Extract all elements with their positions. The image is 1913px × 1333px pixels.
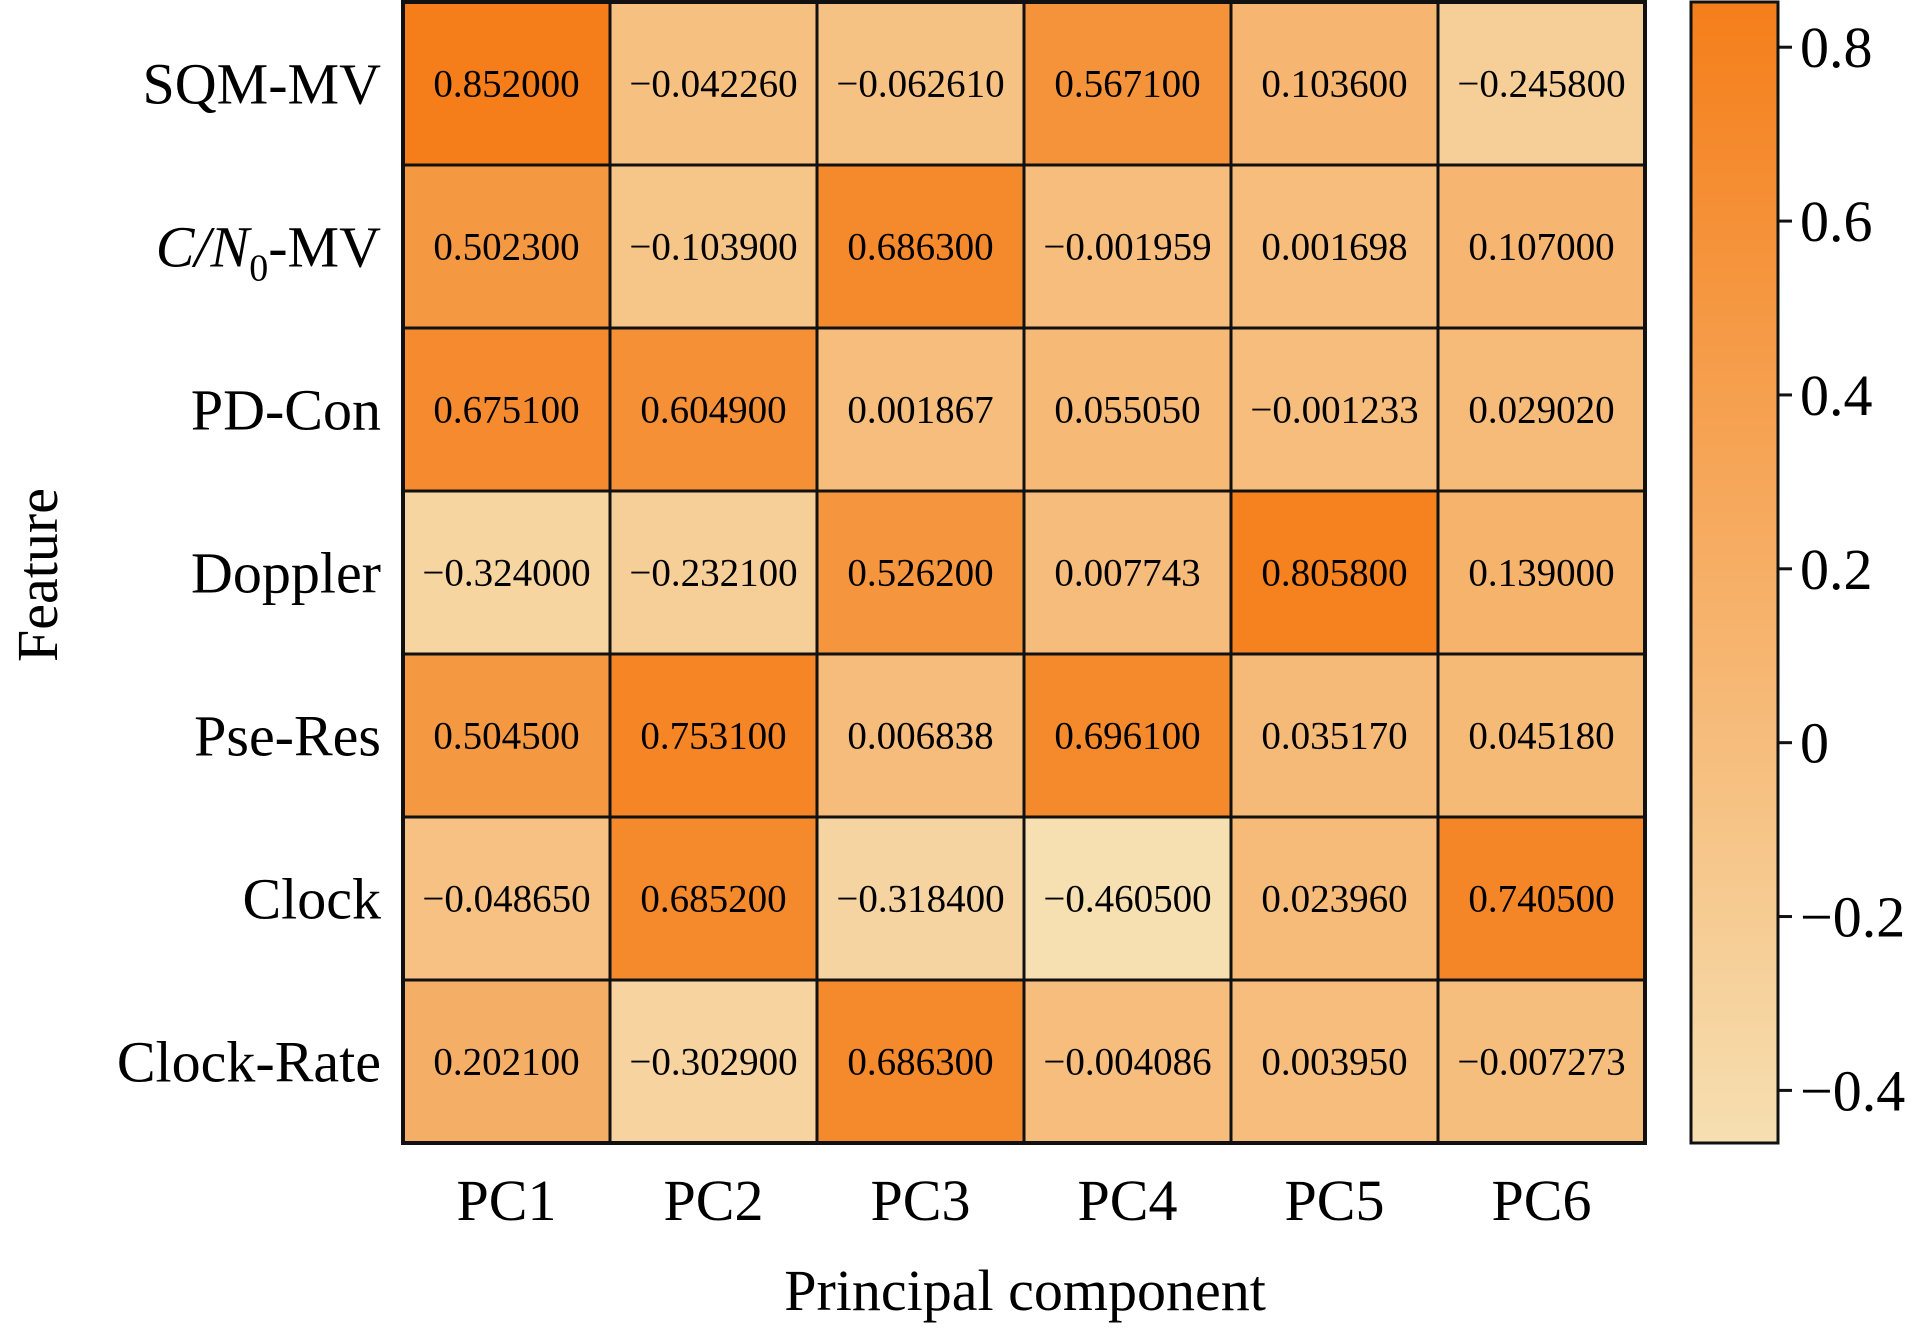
heatmap-cell	[1229, 326, 1440, 493]
heatmap-cells: 0.852000 −0.042260 −0.062610 0.567100 0.1036…	[401, 0, 1647, 1145]
colorbar-tick-label: 0.8	[1800, 15, 1873, 80]
row-label: PD-Con	[191, 378, 381, 443]
heatmap-cell	[1436, 978, 1647, 1145]
heatmap-cell	[815, 978, 1026, 1145]
heatmap-cell	[401, 815, 612, 982]
row-label: Doppler	[191, 541, 381, 606]
heatmap-cell	[608, 163, 819, 330]
column-label: PC4	[1078, 1168, 1178, 1233]
cell-value-label: 0.686300	[847, 1041, 993, 1084]
colorbar-tick-label: −0.2	[1800, 885, 1905, 950]
colorbar-tick-label: 0.6	[1800, 189, 1873, 254]
heatmap-cell	[1022, 326, 1233, 493]
cell-value-label: −0.048650	[422, 878, 590, 921]
cell-value-label: 0.035170	[1261, 715, 1407, 758]
row-label: Pse-Res	[194, 704, 381, 769]
heatmap-cell	[815, 652, 1026, 819]
cell-value-label: 0.526200	[847, 552, 993, 595]
cell-value-label: 0.001867	[847, 389, 993, 432]
cell-value-label: 0.696100	[1054, 715, 1200, 758]
heatmap-cell	[608, 0, 819, 167]
cell-value-label: −0.324000	[422, 552, 590, 595]
colorbar-tick-label: 0.4	[1800, 363, 1873, 428]
heatmap-cell	[1436, 0, 1647, 167]
cell-value-label: −0.001233	[1250, 389, 1418, 432]
cell-value-label: −0.042260	[629, 63, 797, 106]
cell-value-label: 0.103600	[1261, 63, 1407, 106]
heatmap-cell	[401, 0, 612, 167]
cell-value-label: 0.852000	[433, 63, 579, 106]
heatmap-cell	[1436, 815, 1647, 982]
cell-value-label: 0.003950	[1261, 1041, 1407, 1084]
cell-value-label: −0.004086	[1043, 1041, 1211, 1084]
cell-value-label: 0.805800	[1261, 552, 1407, 595]
colorbar-gradient	[1689, 0, 1780, 1145]
cell-value-label: −0.302900	[629, 1041, 797, 1084]
column-label: PC5	[1285, 1168, 1385, 1233]
cell-value-label: 0.740500	[1468, 878, 1614, 921]
heatmap-cell	[401, 489, 612, 656]
colorbar-tick-label: −0.4	[1800, 1058, 1905, 1123]
cell-value-label: 0.604900	[640, 389, 786, 432]
cell-value-label: 0.686300	[847, 226, 993, 269]
cell-value-label: 0.107000	[1468, 226, 1614, 269]
column-labels: PC1 PC2 PC3 PC4 PC5 PC6	[457, 1168, 1592, 1233]
row-label: C/N0-MV	[156, 215, 381, 290]
cell-value-label: −0.001959	[1043, 226, 1211, 269]
cell-value-label: −0.062610	[836, 63, 1004, 106]
row-label: SQM-MV	[143, 52, 382, 117]
cell-value-label: 0.055050	[1054, 389, 1200, 432]
row-label: Clock-Rate	[117, 1030, 381, 1095]
y-axis-title: Feature	[5, 488, 70, 662]
cell-value-label: 0.029020	[1468, 389, 1614, 432]
cell-value-label: −0.245800	[1457, 63, 1625, 106]
heatmap-border	[401, 0, 1647, 1145]
heatmap-cell	[1022, 652, 1233, 819]
heatmap-cell	[608, 489, 819, 656]
heatmap-cell	[1022, 489, 1233, 656]
cell-value-label: 0.001698	[1261, 226, 1407, 269]
cell-value-label: 0.139000	[1468, 552, 1614, 595]
cell-value-label: −0.460500	[1043, 878, 1211, 921]
cell-value-label: 0.006838	[847, 715, 993, 758]
heatmap-cell	[1229, 652, 1440, 819]
cell-value-label: −0.103900	[629, 226, 797, 269]
cell-value-label: 0.567100	[1054, 63, 1200, 106]
heatmap-cell	[401, 978, 612, 1145]
cell-value-label: 0.753100	[640, 715, 786, 758]
heatmap-cell	[815, 489, 1026, 656]
cell-value-label: −0.232100	[629, 552, 797, 595]
heatmap-cell	[608, 326, 819, 493]
cell-value-label: 0.675100	[433, 389, 579, 432]
cell-value-label: 0.202100	[433, 1041, 579, 1084]
column-label: PC2	[664, 1168, 764, 1233]
heatmap-cell	[1436, 326, 1647, 493]
x-axis-title: Principal component	[784, 1258, 1266, 1323]
column-label: PC3	[871, 1168, 971, 1233]
cell-value-label: −0.007273	[1457, 1041, 1625, 1084]
row-labels: SQM-MV C/N0-MV PD-Con Doppler Pse-Res Clock Cl…	[117, 52, 381, 1095]
heatmap-cell	[401, 652, 612, 819]
row-label: Clock	[242, 867, 381, 932]
cell-value-label: 0.502300	[433, 226, 579, 269]
colorbar-tick-label: 0	[1800, 711, 1829, 776]
column-label: PC6	[1492, 1168, 1592, 1233]
heatmap-cell	[1436, 163, 1647, 330]
cell-value-label: 0.504500	[433, 715, 579, 758]
column-label: PC1	[457, 1168, 557, 1233]
cell-value-label: −0.318400	[836, 878, 1004, 921]
cell-value-label: 0.023960	[1261, 878, 1407, 921]
heatmap-cell	[1022, 978, 1233, 1145]
cell-value-label: 0.007743	[1054, 552, 1200, 595]
colorbar-tick-label: 0.2	[1800, 537, 1873, 602]
cell-value-label: 0.045180	[1468, 715, 1614, 758]
heatmap-cell	[1229, 489, 1440, 656]
cell-value-label: 0.685200	[640, 878, 786, 921]
colorbar: 0.8 0.6 0.4 0.2 0 −0.2 −0.4	[1689, 0, 1905, 1145]
heatmap-cell	[1022, 163, 1233, 330]
